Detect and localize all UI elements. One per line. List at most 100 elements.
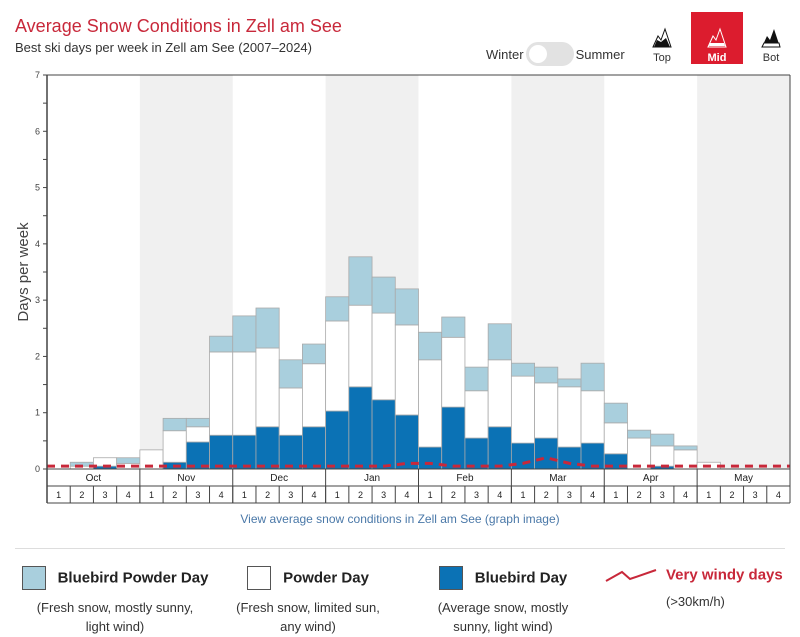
season-toggle[interactable] (525, 42, 574, 66)
legend-desc: any wind) (280, 619, 336, 634)
powder-bar (232, 351, 257, 436)
week-label: 3 (381, 490, 386, 500)
powder-swatch (247, 566, 272, 590)
chart-title: Average Snow Conditions in Zell am See (15, 16, 342, 36)
week-label: 4 (497, 490, 502, 500)
toggle-knob[interactable] (528, 45, 547, 63)
legend-desc: (>30km/h) (666, 594, 725, 609)
week-label: 4 (219, 490, 224, 500)
week-label: 2 (358, 490, 363, 500)
y-tick-label: 3 (35, 295, 40, 305)
bluebird-bar (487, 426, 512, 470)
y-axis-label: Days per week (15, 222, 32, 322)
bluebird-powder-bar (232, 315, 257, 353)
powder-bar (162, 430, 187, 463)
graph-image-link[interactable]: View average snow conditions in Zell am … (240, 512, 560, 526)
week-label: 4 (776, 490, 781, 500)
powder-bar (464, 390, 489, 439)
week-label: 1 (56, 490, 61, 500)
bluebird-powder-bar (162, 417, 187, 432)
legend-powder: Powder Day (Fresh snow, limited sun, any … (228, 566, 388, 636)
week-label: 3 (474, 490, 479, 500)
week-label: 1 (428, 490, 433, 500)
powder-bar (394, 324, 419, 416)
bluebird-powder-bar (534, 366, 559, 384)
bluebird-powder-bar (510, 362, 535, 377)
month-label: Nov (177, 473, 195, 484)
week-label: 1 (520, 490, 525, 500)
week-label: 3 (567, 490, 572, 500)
powder-bar (418, 359, 443, 448)
month-label: Feb (456, 473, 474, 484)
week-label: 1 (706, 490, 711, 500)
windy-line (47, 456, 790, 468)
powder-bar (348, 304, 373, 388)
month-label: Dec (270, 473, 288, 484)
bluebird-powder-bar (348, 256, 373, 306)
bluebird-powder-bar (580, 362, 605, 392)
week-label: 2 (79, 490, 84, 500)
y-tick-label: 4 (35, 239, 40, 249)
powder-bar (255, 347, 280, 428)
legend-bluebird-powder: Bluebird Powder Day (Fresh snow, mostly … (15, 566, 215, 636)
month-label: May (734, 473, 753, 484)
y-tick-label: 2 (35, 351, 40, 361)
powder-bar (371, 312, 396, 401)
week-label: 2 (544, 490, 549, 500)
legend-desc: light wind) (85, 619, 145, 634)
y-tick-label: 1 (35, 408, 40, 418)
y-tick-label: 5 (35, 183, 40, 193)
elevation-mid-button[interactable]: Mid (691, 12, 743, 64)
y-tick-label: 7 (35, 70, 40, 80)
bluebird-powder-bar (441, 316, 466, 338)
bluebird-powder-swatch (21, 566, 46, 590)
legend-windy: Very windy days (>30km/h) (604, 566, 794, 611)
month-label: Apr (643, 473, 659, 484)
legend-desc: sunny, light wind) (453, 619, 553, 634)
summer-label: Summer (575, 46, 625, 62)
elevation-bot-button[interactable]: Bot (745, 12, 797, 64)
bluebird-powder-bar (116, 457, 141, 464)
week-label: 2 (637, 490, 642, 500)
week-label: 2 (172, 490, 177, 500)
elevation-mid-label: Mid (707, 52, 727, 64)
week-label: 1 (335, 490, 340, 500)
week-label: 1 (149, 490, 154, 500)
bluebird-bar (464, 437, 489, 470)
mountain-mid-icon (707, 27, 727, 48)
snow-chart: 0 1 2 3 4 5 6 7 Days per week Oct 1 2 3 4 Nov 1 2 3 4 Dec 1 2… (15, 70, 791, 504)
legend-divider (15, 548, 785, 549)
week-label: 4 (312, 490, 317, 500)
legend-desc: (Fresh snow, mostly sunny, (36, 600, 194, 615)
winter-label: Winter (486, 46, 524, 62)
powder-bar (185, 426, 210, 443)
legend-bluebird: Bluebird Day (Average snow, mostly sunny,… (428, 566, 578, 636)
windy-line-icon (605, 568, 657, 582)
month-shade (697, 75, 790, 469)
powder-bar (534, 382, 559, 439)
powder-bar (278, 387, 303, 436)
powder-bar (557, 386, 582, 448)
bluebird-bar (209, 434, 234, 470)
month-label: Jan (364, 473, 380, 484)
bluebird-powder-bar (255, 307, 280, 349)
elevation-top-button[interactable]: Top (636, 12, 688, 64)
powder-bar (302, 363, 327, 428)
week-label: 2 (729, 490, 734, 500)
bluebird-powder-bar (278, 359, 303, 389)
week-label: 2 (451, 490, 456, 500)
elevation-bot-label: Bot (762, 52, 780, 64)
bluebird-bar (302, 426, 327, 470)
powder-bar (603, 422, 628, 455)
bluebird-swatch (438, 566, 463, 590)
bluebird-bar (394, 414, 419, 470)
bluebird-powder-bar (185, 417, 210, 428)
season-toggle-group: Winter Summer (486, 42, 625, 66)
powder-bar (650, 445, 675, 467)
legend-desc: (Fresh snow, limited sun, (236, 600, 380, 615)
bluebird-bar (232, 434, 257, 470)
week-label: 1 (613, 490, 618, 500)
bluebird-powder-bar (418, 331, 443, 361)
bluebird-bar (325, 410, 350, 470)
legend-label: Bluebird Powder Day (57, 569, 209, 587)
